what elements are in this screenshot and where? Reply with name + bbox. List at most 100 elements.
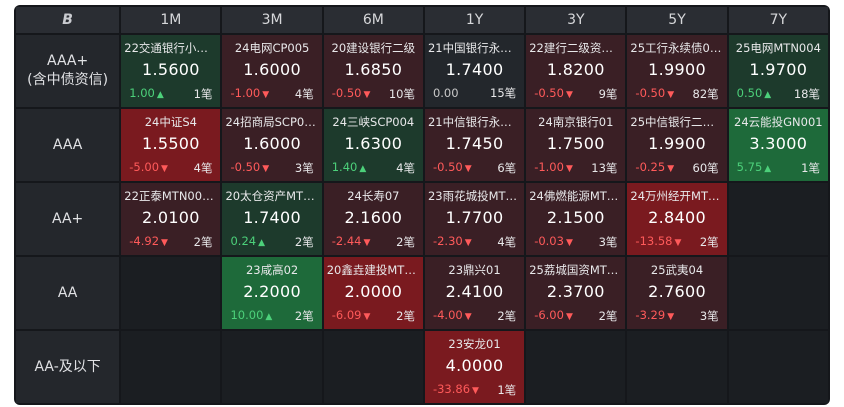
trade-count: 4笔 <box>294 87 314 101</box>
bond-yield-value: 2.1600 <box>344 208 403 227</box>
bond-quote-cell[interactable]: 20太仓资产MTN... 1.7400 0.24 ▲ 2笔 <box>222 183 322 255</box>
bond-quote-cell[interactable]: 24招商局SCP012 1.6000 -0.50 ▼ 3笔 <box>222 109 322 181</box>
bond-name: 24南京银行01 <box>538 115 614 129</box>
bond-quote-cell[interactable]: 24佛燃能源MTN... 2.1500 -0.03 ▼ 3笔 <box>526 183 626 255</box>
tenor-header-1m[interactable]: 1M <box>121 7 221 33</box>
bond-quote-cell[interactable]: 23鼎兴01 2.4100 -4.00 ▼ 2笔 <box>424 257 525 329</box>
yield-change: -33.86 ▼ <box>433 382 479 398</box>
tenor-header-1y[interactable]: 1Y <box>424 7 525 33</box>
tenor-header-6m[interactable]: 6M <box>323 7 423 33</box>
quote-footer: -3.29 ▼ 3笔 <box>627 308 726 324</box>
tenor-header-7y[interactable]: 7Y <box>728 7 828 33</box>
bond-quote-cell[interactable]: 25工行永续债01... 1.9900 -0.50 ▼ 82笔 <box>627 35 727 107</box>
bond-quote-cell[interactable]: 22正泰MTN002... 2.0100 -4.92 ▼ 2笔 <box>121 183 221 255</box>
yield-change: -2.44 ▼ <box>332 234 371 250</box>
yield-change-value: -2.44 <box>331 234 362 248</box>
quote-footer: -2.44 ▼ 2笔 <box>324 234 423 250</box>
yield-change-value: 0.00 <box>432 86 459 100</box>
bond-name: 24三峡SCP004 <box>332 115 415 129</box>
trade-count: 4笔 <box>396 161 415 175</box>
empty-cell <box>323 331 423 403</box>
bond-quote-cell[interactable]: 25武夷04 2.7600 -3.29 ▼ 3笔 <box>627 257 727 329</box>
arrow-down-icon: ▼ <box>363 312 371 322</box>
bond-name: 22建行二级资本... <box>529 41 624 55</box>
bond-quote-cell[interactable]: 24万州经开MTN... 2.8400 -13.58 ▼ 2笔 <box>627 183 727 255</box>
quote-footer: -0.50 ▼ 3笔 <box>222 160 321 176</box>
yield-change: -3.29 ▼ <box>635 308 674 324</box>
bond-name: 24云能投GN001 <box>734 115 823 129</box>
rating-label: AAA <box>16 109 120 181</box>
bond-name: 24电网CP005 <box>234 41 310 55</box>
empty-cell <box>728 257 828 329</box>
bond-quote-cell[interactable]: 24长寿07 2.1600 -2.44 ▼ 2笔 <box>323 183 423 255</box>
bond-name: 23鼎兴01 <box>448 263 501 277</box>
arrow-down-icon: ▼ <box>161 164 168 174</box>
bond-quote-cell[interactable]: 24三峡SCP004 1.6300 1.40 ▲ 4笔 <box>323 109 423 181</box>
bond-name: 25电网MTN004 <box>735 41 821 55</box>
trade-count: 3笔 <box>294 161 314 175</box>
quote-footer: -4.92 ▼ 2笔 <box>121 234 220 250</box>
bond-quote-cell[interactable]: 22建行二级资本... 1.8200 -0.50 ▼ 9笔 <box>526 35 626 107</box>
yield-change: 0.50 ▲ <box>737 86 772 102</box>
arrow-down-icon: ▼ <box>262 90 270 100</box>
bond-quote-cell[interactable]: 24电网CP005 1.6000 -1.00 ▼ 4笔 <box>222 35 322 107</box>
yield-change: -0.50 ▼ <box>332 86 371 102</box>
arrow-down-icon: ▼ <box>565 164 573 174</box>
brand-logo-icon: B <box>62 12 73 28</box>
trade-count: 2笔 <box>396 309 415 323</box>
bond-quote-cell[interactable]: 21中信银行永续债 1.7450 -0.50 ▼ 6笔 <box>424 109 525 181</box>
bond-quote-cell[interactable]: 23安龙01 4.0000 -33.86 ▼ 1笔 <box>424 331 525 403</box>
quote-footer: 0.00 15笔 <box>425 86 524 100</box>
rating-row: AA 23咸高02 2.2000 10.00 ▲ 2笔 20鑫垚建投MTN... 2.0000… <box>16 257 828 329</box>
bond-yield-value: 1.6000 <box>243 134 301 153</box>
bond-quote-cell[interactable]: 24南京银行01 1.7500 -1.00 ▼ 13笔 <box>526 109 626 181</box>
yield-change: -0.25 ▼ <box>635 160 674 176</box>
bond-quote-cell[interactable]: 20鑫垚建投MTN... 2.0000 -6.09 ▼ 2笔 <box>323 257 423 329</box>
arrow-down-icon: ▼ <box>464 164 472 174</box>
tenor-header-3m[interactable]: 3M <box>222 7 322 33</box>
yield-change: -4.00 ▼ <box>433 308 472 324</box>
bond-yield-value: 2.4100 <box>445 282 504 301</box>
bond-yield-value: 1.6850 <box>344 60 403 79</box>
yield-change: -13.58 ▼ <box>635 234 681 250</box>
bond-quote-cell[interactable]: 25荔城国资MTN... 2.3700 -6.00 ▼ 2笔 <box>526 257 626 329</box>
quote-footer: 0.24 ▲ 2笔 <box>222 234 321 250</box>
quote-footer: -0.50 ▼ 9笔 <box>526 86 625 102</box>
tenor-header-5y[interactable]: 5Y <box>627 7 727 33</box>
trade-count: 4笔 <box>193 161 213 175</box>
bond-yield-value: 1.5600 <box>141 60 200 79</box>
rating-label: AA <box>16 257 120 329</box>
trade-count: 2笔 <box>193 235 213 249</box>
bond-yield-value: 1.8200 <box>546 60 605 79</box>
bond-quote-cell[interactable]: 20建设银行二级 1.6850 -0.50 ▼ 10笔 <box>323 35 423 107</box>
bond-quote-cell[interactable]: 23雨花城投MTN... 1.7700 -2.30 ▼ 4笔 <box>424 183 525 255</box>
rating-row: AAA+ (含中债资信) 22交通银行小微... 1.5600 1.00 ▲ 1笔 24电网… <box>16 35 828 107</box>
yield-change-value: 1.00 <box>129 86 155 100</box>
tenor-header-3y[interactable]: 3Y <box>526 7 626 33</box>
arrow-down-icon: ▼ <box>363 90 371 100</box>
bond-yield-value: 1.6300 <box>344 134 403 153</box>
bond-quote-cell[interactable]: 21中国银行永续... 1.7400 0.00 15笔 <box>424 35 525 107</box>
bond-quote-cell[interactable]: 24云能投GN001 3.3000 5.75 ▲ 1笔 <box>728 109 828 181</box>
bond-quote-cell[interactable]: 22交通银行小微... 1.5600 1.00 ▲ 1笔 <box>121 35 221 107</box>
rating-label: AAA+ (含中债资信) <box>16 35 120 107</box>
bond-name: 22正泰MTN002... <box>124 189 221 203</box>
bond-quote-cell[interactable]: 25电网MTN004 1.9700 0.50 ▲ 18笔 <box>728 35 828 107</box>
yield-change: 1.40 ▲ <box>332 160 367 176</box>
bond-yield-value: 2.1500 <box>546 208 605 227</box>
quote-footer: -5.00 ▼ 4笔 <box>121 160 220 176</box>
bond-quote-cell[interactable]: 24中证S4 1.5500 -5.00 ▼ 4笔 <box>121 109 221 181</box>
yield-change-value: -1.00 <box>534 160 564 174</box>
yield-change: 10.00 ▲ <box>230 308 272 324</box>
bond-name: 24万州经开MTN... <box>630 189 727 203</box>
arrow-up-icon: ▲ <box>359 164 367 174</box>
quote-footer: -0.25 ▼ 60笔 <box>627 160 726 176</box>
trade-count: 2笔 <box>598 309 618 323</box>
arrow-down-icon: ▼ <box>565 90 573 100</box>
rating-row: AAA 24中证S4 1.5500 -5.00 ▼ 4笔 24招商局SCP012 1.6000… <box>16 109 828 181</box>
bond-quote-cell[interactable]: 23咸高02 2.2000 10.00 ▲ 2笔 <box>222 257 322 329</box>
yield-matrix-table: B 1M 3M 6M 1Y 3Y 5Y 7Y AAA+ (含中债资信) 22交通银行小微...… <box>14 5 830 405</box>
bond-quote-cell[interactable]: 25中信银行二级... 1.9900 -0.25 ▼ 60笔 <box>627 109 727 181</box>
yield-change-value: -0.50 <box>635 86 666 100</box>
trade-count: 6笔 <box>497 161 517 175</box>
